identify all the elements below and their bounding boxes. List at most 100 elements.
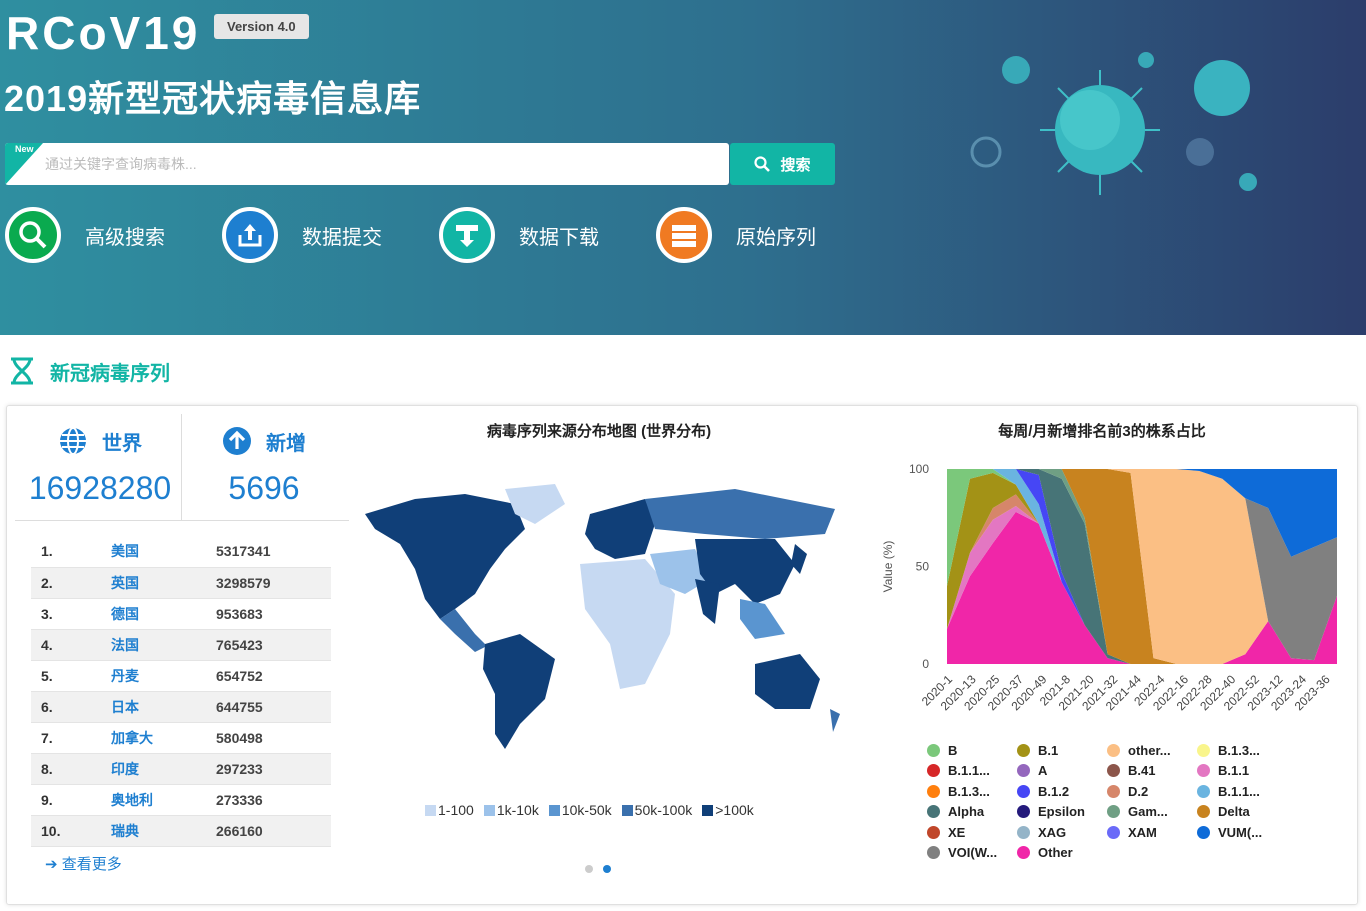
quick-link-raw-sequences[interactable]: 原始序列 [656, 207, 873, 263]
area-series-vum[interactable] [947, 469, 1337, 557]
new-badge: New [15, 144, 34, 154]
chart-legend-item[interactable]: B.1 [1017, 742, 1107, 759]
rank: 3. [31, 598, 111, 630]
chart-legend-item[interactable]: Epsilon [1017, 804, 1107, 821]
chart-legend-item[interactable]: B.1.1 [1197, 763, 1287, 780]
map-title: 病毒序列来源分布地图 (世界分布) [486, 423, 712, 440]
country-link[interactable]: 加拿大 [111, 722, 216, 754]
quick-link-advanced-search[interactable]: 高级搜索 [5, 207, 222, 263]
chart-legend-item[interactable]: XE [927, 824, 1017, 841]
chart-legend-item[interactable]: VOI(W... [927, 845, 1017, 862]
chart-legend-label: other... [1128, 742, 1171, 758]
chart-legend: B B.1 other... B.1.3... B.1.1... A B.41 B.1.1 B.… [927, 742, 1287, 861]
chart-legend-item[interactable]: Other [1017, 845, 1107, 862]
chart-legend-item[interactable]: B.1.1... [1197, 783, 1287, 800]
chart-legend-item[interactable]: B.41 [1107, 763, 1197, 780]
map-south-america [483, 634, 555, 749]
hero-banner: RCoV19 Version 4.0 2019新型冠状病毒信息库 New 搜索 … [0, 0, 1366, 335]
chart-legend-label: Delta [1218, 804, 1250, 820]
chart-legend-item[interactable]: B.1.2 [1017, 783, 1107, 800]
chart-legend-label: B.1.3... [1218, 742, 1260, 758]
sequence-count: 3298579 [216, 567, 331, 599]
country-link[interactable]: 奥地利 [111, 784, 216, 816]
search-button[interactable]: 搜索 [730, 143, 835, 185]
map-legend-label: 10k-50k [561, 802, 612, 818]
area-series-other[interactable] [947, 469, 1337, 664]
y-tick-label: 100 [909, 462, 929, 476]
chart-legend-item[interactable]: XAG [1017, 824, 1107, 841]
site-subtitle: 2019新型冠状病毒信息库 [4, 78, 422, 119]
chart-legend-label: Gam... [1128, 804, 1168, 820]
map-legend-item[interactable]: 1k-10k [483, 802, 539, 818]
quick-link-submit[interactable]: 数据提交 [222, 207, 439, 263]
new-ribbon [5, 143, 43, 185]
rank: 5. [31, 660, 111, 692]
chart-legend-item[interactable]: B.1.1... [927, 763, 1017, 780]
quick-link-label: 数据下载 [519, 226, 599, 249]
y-tick-label: 50 [916, 560, 930, 574]
area-series-voiw[interactable] [947, 469, 1337, 661]
area-series-b12[interactable] [947, 469, 1337, 664]
quick-link-label: 原始序列 [736, 226, 816, 249]
country-link[interactable]: 德国 [111, 598, 216, 630]
chart-legend-label: XE [948, 824, 966, 840]
rank: 4. [31, 629, 111, 661]
chart-legend-label: Other [1038, 845, 1073, 861]
chart-legend-item[interactable]: Alpha [927, 804, 1017, 821]
chart-legend-item[interactable]: B [927, 742, 1017, 759]
chart-legend-label: B.41 [1128, 763, 1156, 779]
map-india [695, 579, 720, 624]
chart-legend-item[interactable]: Delta [1197, 804, 1287, 821]
quick-link-download[interactable]: 数据下载 [439, 207, 656, 263]
carousel-dot-1[interactable] [585, 865, 593, 873]
area-series-other[interactable] [947, 511, 1337, 664]
country-link[interactable]: 日本 [111, 691, 216, 723]
country-link[interactable]: 印度 [111, 753, 216, 785]
map-russia [645, 489, 835, 539]
chart-legend-item[interactable]: other... [1107, 742, 1197, 759]
chart-legend-label: B.1.1... [948, 763, 990, 779]
brand-logo: RCoV19 [6, 7, 201, 59]
view-more-link[interactable]: ➔ 查看更多 [45, 853, 122, 874]
chart-legend-item[interactable]: A [1017, 763, 1107, 780]
map-legend-item[interactable]: >100k [702, 802, 754, 818]
country-link[interactable]: 法国 [111, 629, 216, 661]
area-series-delta[interactable] [947, 469, 1337, 664]
chart-legend-item[interactable]: XAM [1107, 824, 1197, 841]
chart-legend-label: B.1.3... [948, 783, 990, 799]
country-link[interactable]: 英国 [111, 567, 216, 599]
sequence-count: 580498 [216, 722, 331, 754]
section-header: 新冠病毒序列 [8, 356, 170, 386]
chart-legend-item[interactable]: D.2 [1107, 783, 1197, 800]
map-legend-item[interactable]: 50k-100k [621, 802, 692, 818]
new-stat: 新增 5696 [181, 416, 347, 507]
map-legend-item[interactable]: 10k-50k [548, 802, 612, 818]
carousel-dot-2[interactable] [603, 865, 611, 873]
chart-legend-label: VUM(... [1218, 824, 1263, 840]
map-new-zealand [830, 709, 840, 732]
chart-legend-item[interactable]: B.1.3... [927, 783, 1017, 800]
sequence-count: 765423 [216, 629, 331, 661]
chart-legend-label: VOI(W... [948, 845, 998, 861]
y-axis-label: Value (%) [881, 541, 895, 593]
country-link[interactable]: 瑞典 [111, 815, 216, 847]
map-africa [580, 559, 675, 689]
chart-legend-label: B.1 [1038, 742, 1059, 758]
arrow-right-icon: ➔ [45, 856, 58, 873]
chart-legend-item[interactable]: Gam... [1107, 804, 1197, 821]
map-legend-item[interactable]: 1-100 [425, 802, 474, 818]
divider [15, 520, 349, 521]
area-series-b1[interactable] [947, 472, 1337, 664]
table-row: 5. 丹麦 654752 [31, 660, 331, 692]
world-map[interactable] [355, 484, 845, 754]
sequence-count: 654752 [216, 660, 331, 692]
chart-legend-item[interactable]: VUM(... [1197, 824, 1287, 841]
country-link[interactable]: 丹麦 [111, 660, 216, 692]
map-legend-label: >100k [715, 802, 754, 818]
search-input[interactable] [45, 143, 725, 185]
chart-legend-label: B [948, 742, 958, 758]
chart-legend-item[interactable]: B.1.3... [1197, 742, 1287, 759]
rank: 9. [31, 784, 111, 816]
map-north-america [365, 494, 525, 619]
country-link[interactable]: 美国 [111, 536, 216, 568]
